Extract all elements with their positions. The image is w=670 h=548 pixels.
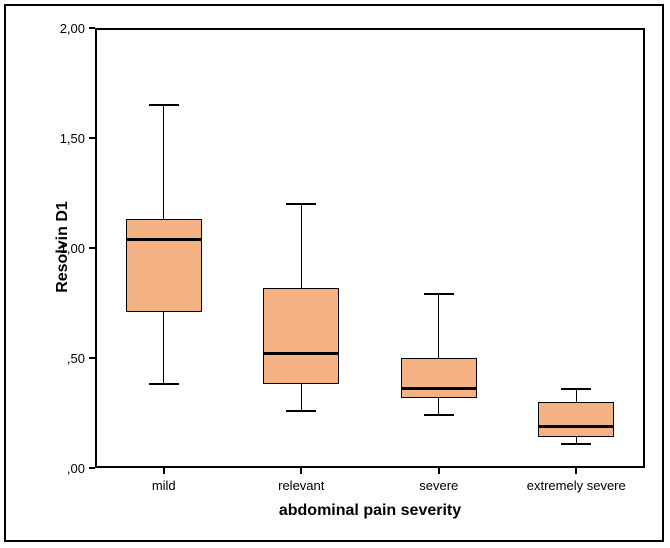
whisker: [301, 204, 302, 288]
x-tick-label: relevant: [233, 478, 371, 493]
x-tick: [163, 468, 165, 474]
median-line: [401, 387, 477, 390]
whisker-cap: [561, 388, 591, 390]
whisker-cap: [286, 410, 316, 412]
whisker-cap: [149, 383, 179, 385]
box: [126, 219, 202, 311]
y-tick: [89, 357, 95, 359]
whisker-cap: [424, 414, 454, 416]
y-tick-label: 1,00: [45, 241, 85, 256]
y-tick-label: 2,00: [45, 21, 85, 36]
whisker: [438, 398, 439, 416]
y-tick: [89, 27, 95, 29]
whisker-cap: [561, 443, 591, 445]
box: [263, 288, 339, 385]
y-tick: [89, 467, 95, 469]
median-line: [538, 425, 614, 428]
x-axis-label: abdominal pain severity: [95, 502, 645, 520]
box: [401, 358, 477, 398]
x-tick-label: extremely severe: [508, 478, 646, 493]
y-tick-label: ,00: [45, 461, 85, 476]
y-tick: [89, 137, 95, 139]
whisker-cap: [149, 104, 179, 106]
whisker: [163, 105, 164, 219]
whisker: [438, 294, 439, 358]
median-line: [126, 238, 202, 241]
x-tick: [300, 468, 302, 474]
x-tick-label: severe: [370, 478, 508, 493]
box: [538, 402, 614, 437]
y-tick-label: ,50: [45, 351, 85, 366]
y-tick: [89, 247, 95, 249]
whisker: [163, 312, 164, 385]
boxplot-chart: Resolvin D1 abdominal pain severity ,00,…: [0, 0, 670, 548]
whisker: [576, 389, 577, 402]
whisker: [301, 384, 302, 410]
x-tick-label: mild: [95, 478, 233, 493]
x-tick: [438, 468, 440, 474]
x-tick: [575, 468, 577, 474]
median-line: [263, 352, 339, 355]
y-tick-label: 1,50: [45, 131, 85, 146]
whisker-cap: [424, 293, 454, 295]
whisker-cap: [286, 203, 316, 205]
